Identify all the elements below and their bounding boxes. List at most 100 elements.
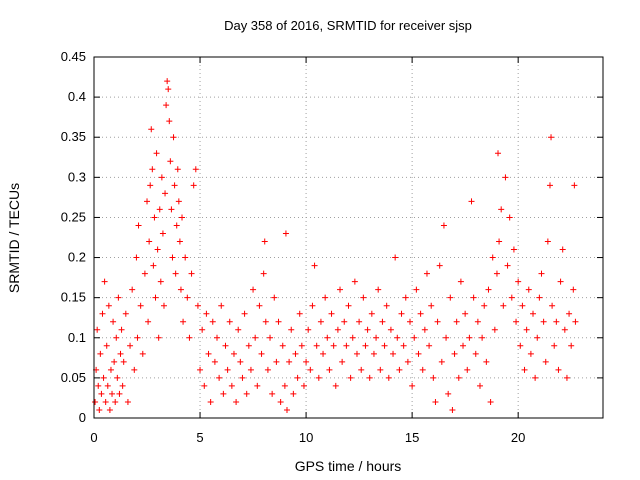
data-point xyxy=(152,294,159,301)
y-tick-label: 0.05 xyxy=(61,370,86,385)
data-point xyxy=(468,198,475,205)
data-point xyxy=(154,246,161,253)
data-point xyxy=(453,318,460,325)
data-point xyxy=(315,374,322,381)
data-point xyxy=(440,222,447,229)
data-point xyxy=(264,366,271,373)
data-point xyxy=(324,334,331,341)
data-point xyxy=(364,326,371,333)
data-point xyxy=(194,302,201,309)
data-point xyxy=(104,382,111,389)
grid xyxy=(94,57,603,418)
data-point xyxy=(109,390,116,397)
data-point xyxy=(421,326,428,333)
data-point xyxy=(563,374,570,381)
data-point xyxy=(383,302,390,309)
data-point xyxy=(207,398,214,405)
data-point xyxy=(544,238,551,245)
data-point xyxy=(262,318,269,325)
data-point xyxy=(155,334,162,341)
data-point xyxy=(322,294,329,301)
data-point xyxy=(179,214,186,221)
data-point xyxy=(158,174,165,181)
data-point xyxy=(530,310,537,317)
data-point xyxy=(174,166,181,173)
y-tick-label: 0.1 xyxy=(68,330,86,345)
data-point xyxy=(489,254,496,261)
data-point xyxy=(117,350,124,357)
data-point xyxy=(169,254,176,261)
data-point xyxy=(415,350,422,357)
data-point xyxy=(462,310,469,317)
data-point xyxy=(570,286,577,293)
data-point xyxy=(504,262,511,269)
data-point xyxy=(313,342,320,349)
data-point xyxy=(317,318,324,325)
data-point xyxy=(476,382,483,389)
data-point xyxy=(400,342,407,349)
data-point xyxy=(362,342,369,349)
data-point xyxy=(392,254,399,261)
data-point xyxy=(436,262,443,269)
data-point xyxy=(339,358,346,365)
data-point xyxy=(426,342,433,349)
data-point xyxy=(243,390,250,397)
data-point xyxy=(546,182,553,189)
data-point xyxy=(288,326,295,333)
data-point xyxy=(261,238,268,245)
data-point xyxy=(95,382,102,389)
data-point xyxy=(309,302,316,309)
data-point xyxy=(370,350,377,357)
data-point xyxy=(337,286,344,293)
data-point xyxy=(387,326,394,333)
data-point xyxy=(413,286,420,293)
data-point xyxy=(182,254,189,261)
data-point xyxy=(305,326,312,333)
data-point xyxy=(153,150,160,157)
data-point xyxy=(110,318,117,325)
data-point xyxy=(557,278,564,285)
data-point xyxy=(282,230,289,237)
data-point xyxy=(205,350,212,357)
data-point xyxy=(99,310,106,317)
data-point xyxy=(252,334,259,341)
data-point xyxy=(150,262,157,269)
data-point xyxy=(328,310,335,317)
data-point xyxy=(101,278,108,285)
data-point xyxy=(134,334,141,341)
data-point xyxy=(96,406,103,413)
data-point xyxy=(566,310,573,317)
data-point xyxy=(351,278,358,285)
data-point xyxy=(368,310,375,317)
data-point xyxy=(402,294,409,301)
data-point xyxy=(332,382,339,389)
y-tick-label: 0.2 xyxy=(68,250,86,265)
data-point xyxy=(281,382,288,389)
data-point xyxy=(311,262,318,269)
data-point xyxy=(235,326,242,333)
data-point xyxy=(170,134,177,141)
data-point xyxy=(466,334,473,341)
data-point xyxy=(330,342,337,349)
data-point xyxy=(303,358,310,365)
data-point xyxy=(523,326,530,333)
data-point xyxy=(111,358,118,365)
data-point xyxy=(483,358,490,365)
data-point xyxy=(203,310,210,317)
y-tick-label: 0.25 xyxy=(61,209,86,224)
data-point xyxy=(173,222,180,229)
data-point xyxy=(98,390,105,397)
y-tick-label: 0.45 xyxy=(61,49,86,64)
data-point xyxy=(326,366,333,373)
data-point xyxy=(360,294,367,301)
data-point xyxy=(540,318,547,325)
data-point xyxy=(508,294,515,301)
data-point xyxy=(94,326,101,333)
data-point xyxy=(496,238,503,245)
data-point xyxy=(394,334,401,341)
data-point xyxy=(228,382,235,389)
data-point xyxy=(233,398,240,405)
data-point xyxy=(502,174,509,181)
data-point xyxy=(277,398,284,405)
data-point xyxy=(275,318,282,325)
